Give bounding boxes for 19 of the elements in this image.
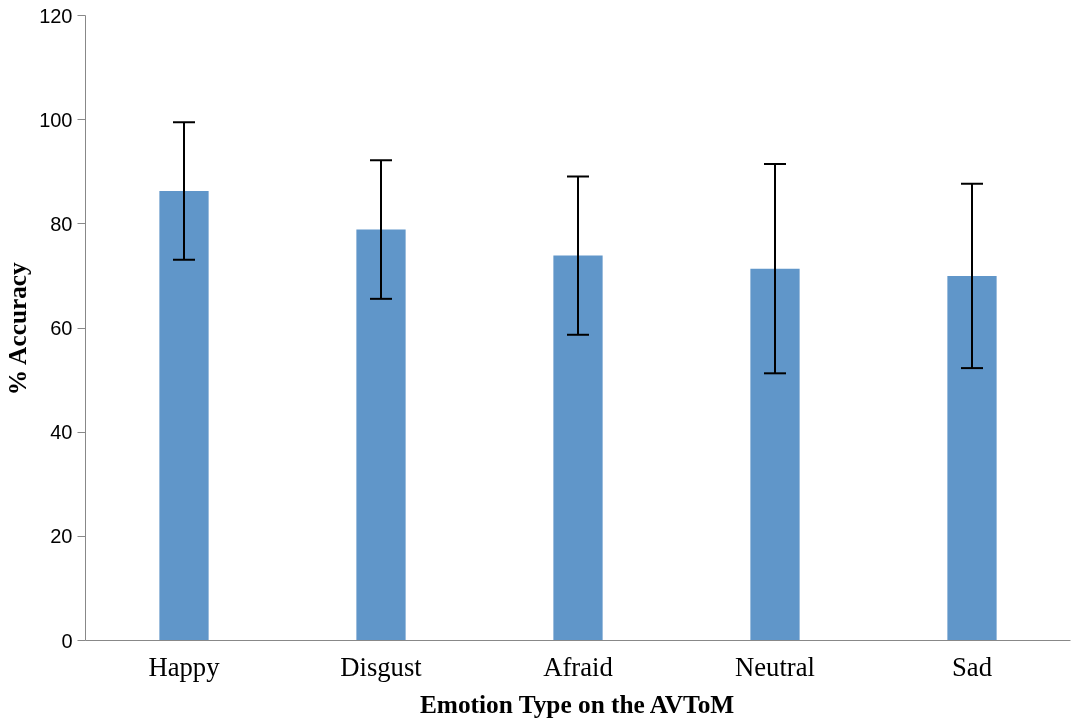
y-tick-label: 60 [50,317,73,339]
y-tick-label: 40 [50,421,73,444]
x-tick-label: Disgust [340,651,423,682]
y-tick-label: 0 [61,629,73,652]
y-tick-label: 120 [39,4,73,27]
x-tick-label: Happy [148,651,221,682]
x-axis-title: Emotion Type on the AVToM [419,689,735,718]
y-tick-label: 100 [39,108,73,131]
y-axis-title: % Accuracy [3,261,32,396]
bar [947,275,997,641]
y-tick-label: 20 [50,525,73,548]
bar [159,191,209,641]
y-tick-label: 80 [50,212,73,235]
x-tick-label: Neutral [735,651,815,682]
bar [750,268,800,641]
bar [553,255,603,641]
bar [356,229,406,641]
x-tick-label: Afraid [543,651,613,682]
x-tick-label: Sad [952,651,992,682]
